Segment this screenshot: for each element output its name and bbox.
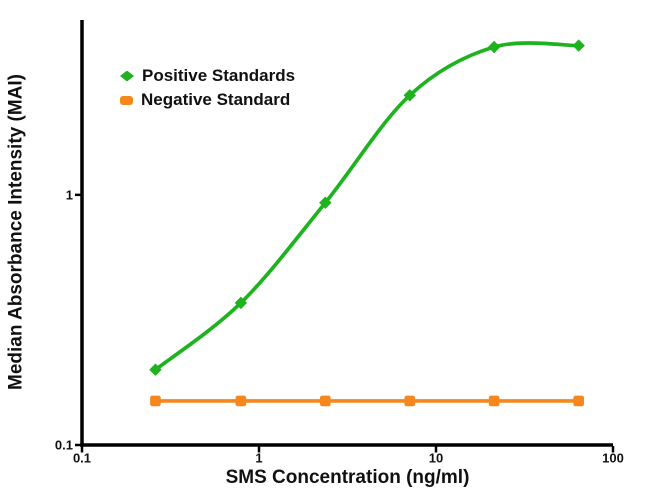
data-point-diamond	[234, 296, 248, 310]
legend: Positive Standards Negative Standard	[120, 66, 295, 110]
data-point-diamond	[149, 363, 162, 376]
diamond-marker-icon	[120, 70, 134, 82]
square-marker-icon	[120, 95, 133, 105]
data-point-diamond	[319, 196, 332, 209]
legend-item-negative-standard: Negative Standard	[120, 90, 295, 110]
y-tick-label: 0.1	[55, 438, 73, 453]
data-point-square	[404, 395, 416, 407]
data-point-square	[573, 395, 584, 407]
data-point-square	[320, 395, 331, 407]
data-point-square	[235, 395, 247, 407]
data-point-diamond	[403, 89, 416, 102]
x-tick-label: 100	[602, 451, 624, 466]
x-tick-label: 0.1	[73, 451, 91, 466]
x-tick-label: 1	[255, 451, 262, 466]
x-tick-label: 10	[429, 451, 443, 466]
y-axis-title: Median Absorbance Intensity (MAI)	[5, 74, 27, 390]
data-point-square	[150, 395, 161, 407]
y-tick-label: 1	[66, 187, 73, 202]
legend-item-positive-standards: Positive Standards	[120, 66, 295, 86]
data-point-square	[488, 395, 500, 407]
legend-label-negative: Negative Standard	[141, 90, 291, 109]
legend-label-positive: Positive Standards	[142, 66, 296, 85]
data-point-diamond	[487, 40, 501, 54]
x-axis-title: SMS Concentration (ng/ml)	[225, 467, 470, 488]
data-point-diamond	[572, 39, 585, 52]
